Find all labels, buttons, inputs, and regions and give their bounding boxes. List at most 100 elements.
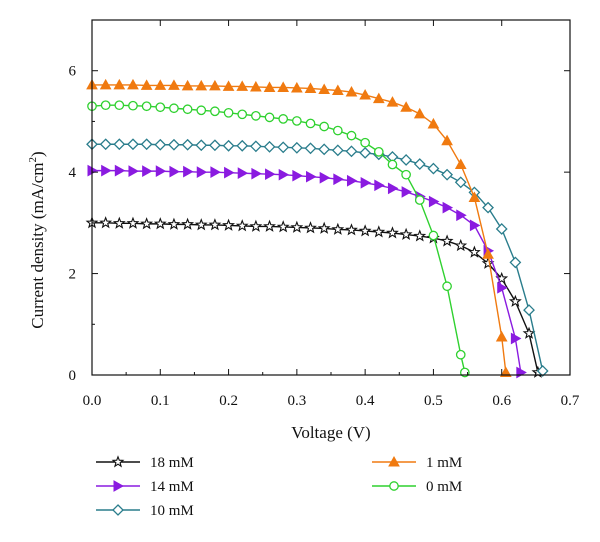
x-tick-label: 0.1 (151, 393, 170, 409)
series-10-mm (86, 138, 549, 377)
data-point-1-mm (236, 80, 249, 91)
data-point-18-mm (317, 221, 331, 234)
data-point-10-mm (413, 158, 426, 170)
data-point-18-mm (167, 217, 181, 230)
data-point-18-mm (222, 218, 236, 231)
data-point-0-mm (428, 230, 439, 241)
data-point-18-mm (508, 294, 522, 307)
data-point-14-mm (401, 186, 413, 198)
data-point-14-mm (292, 169, 303, 182)
data-point-10-mm (509, 256, 522, 269)
y-axis-title: Current density (mA/cm2) (27, 151, 47, 328)
y-tick-label: 2 (69, 267, 77, 283)
data-point-0-mm (223, 107, 234, 118)
data-point-1-mm (291, 81, 303, 93)
data-point-0-mm (373, 147, 384, 157)
legend-item-18-mm: 18 mM (96, 455, 194, 471)
data-point-14-mm (155, 165, 167, 177)
x-tick-label: 0.4 (356, 393, 375, 409)
data-point-10-mm (304, 142, 317, 155)
data-point-10-mm (195, 139, 208, 152)
data-point-14-mm (278, 168, 290, 181)
data-point-1-mm (263, 81, 276, 92)
data-point-14-mm (101, 164, 112, 177)
legend-marker (388, 455, 400, 467)
data-point-1-mm (318, 83, 331, 94)
data-point-14-mm (510, 332, 522, 345)
data-point-10-mm (495, 223, 508, 235)
data-point-0-mm (387, 159, 398, 170)
data-point-14-mm (497, 281, 508, 294)
data-point-18-mm (99, 216, 113, 229)
data-point-1-mm (195, 79, 208, 91)
data-point-1-mm (331, 84, 344, 95)
series-line-10-mm (92, 143, 544, 372)
data-point-14-mm (428, 195, 440, 208)
data-point-14-mm (516, 366, 527, 379)
x-tick-label: 0.6 (492, 393, 511, 409)
data-point-18-mm (345, 223, 358, 236)
series-line-18-mm (92, 222, 539, 373)
data-point-10-mm (359, 146, 372, 159)
data-point-0-mm (319, 121, 330, 132)
data-point-14-mm (319, 171, 331, 184)
data-point-10-mm (113, 138, 126, 151)
data-point-18-mm (372, 225, 386, 238)
data-point-1-mm (154, 79, 167, 90)
data-point-18-mm (126, 216, 140, 229)
data-point-1-mm (140, 79, 153, 90)
data-point-10-mm (208, 139, 221, 152)
legend-marker (389, 481, 399, 491)
data-point-18-mm (112, 216, 126, 229)
series-1-mm (86, 78, 512, 377)
data-point-1-mm (413, 107, 426, 119)
series-18-mm (85, 216, 545, 378)
data-point-1-mm (372, 92, 385, 104)
data-point-1-mm (482, 248, 494, 259)
data-point-1-mm (499, 366, 512, 377)
data-point-14-mm (306, 170, 317, 183)
data-point-0-mm (305, 118, 316, 129)
data-point-18-mm (331, 222, 345, 235)
data-point-1-mm (222, 80, 235, 91)
y-tick-label: 6 (69, 64, 77, 80)
data-point-18-mm (522, 326, 536, 339)
data-point-0-mm (169, 103, 179, 114)
x-axis-title: Voltage (V) (291, 423, 370, 442)
data-point-14-mm (469, 219, 481, 232)
data-point-0-mm (155, 102, 166, 113)
legend-marker (111, 455, 125, 468)
data-point-10-mm (168, 138, 180, 151)
x-tick-label: 0.2 (219, 393, 238, 409)
data-point-18-mm (304, 221, 317, 234)
data-point-0-mm (182, 104, 193, 115)
data-point-18-mm (153, 217, 167, 230)
legend-label: 18 mM (150, 455, 194, 471)
data-point-14-mm (387, 182, 399, 195)
data-point-18-mm (249, 219, 263, 232)
data-point-18-mm (386, 226, 399, 239)
data-point-0-mm (332, 125, 343, 136)
legend-item-14-mm: 14 mM (96, 479, 194, 495)
legend-label: 10 mM (150, 503, 194, 519)
data-point-1-mm (359, 89, 371, 100)
data-point-1-mm (168, 79, 180, 90)
data-point-18-mm (358, 224, 372, 237)
axes: 0.0 0.1 0.2 0.3 0.4 0.5 0.6 0.7 0 2 4 6 (69, 19, 580, 409)
data-point-18-mm (235, 219, 249, 232)
data-point-14-mm (224, 166, 235, 179)
data-point-0-mm (414, 195, 425, 205)
legend-label: 1 mM (426, 455, 462, 471)
data-point-1-mm (304, 82, 317, 93)
data-point-0-mm (278, 114, 289, 124)
data-point-14-mm (333, 173, 344, 186)
data-point-14-mm (374, 179, 385, 192)
data-point-0-mm (346, 130, 357, 141)
x-tick-label: 0.0 (83, 393, 102, 409)
data-point-18-mm (276, 220, 290, 233)
data-point-14-mm (251, 167, 262, 180)
legend-label: 0 mM (426, 479, 462, 495)
legend-item-10-mm: 10 mM (96, 503, 194, 519)
data-point-1-mm (495, 330, 508, 342)
data-point-0-mm (251, 111, 261, 121)
